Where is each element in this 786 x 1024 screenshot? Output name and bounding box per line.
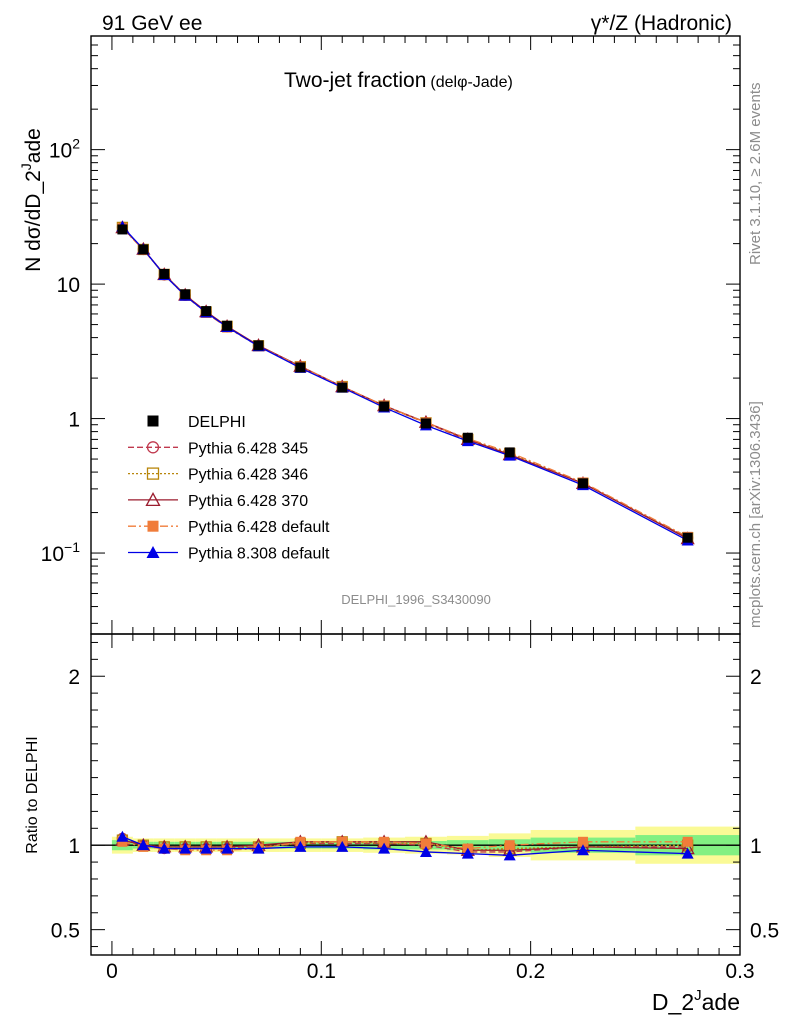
- mcplots-text: mcplots.cern.ch [arXiv:1306.3436]: [747, 401, 764, 628]
- main-ylabel-b: ade: [22, 128, 45, 163]
- xtick-label: 0.3: [725, 960, 754, 983]
- ratio-ytick-label-right: 1: [750, 835, 762, 858]
- ratio-data-point: [420, 838, 431, 849]
- main-ytick-label-exp: 2: [72, 136, 80, 152]
- ratio-ylabel: Ratio to DELPHI: [24, 736, 41, 853]
- main-data-point: [117, 224, 128, 235]
- legend-label: Pythia 6.428 345: [188, 440, 308, 457]
- main-ytick-label-base: 10: [49, 140, 72, 163]
- ratio-data-point: [577, 836, 588, 847]
- main-ytick-label: 102: [49, 136, 80, 163]
- ratio-frame: [90, 633, 741, 956]
- main-ylabel-a: N dσ/dD_2: [22, 170, 45, 272]
- ratio-data-point: [294, 840, 307, 852]
- main-title-sub: (delφ-Jade): [430, 74, 512, 91]
- main-data-point: [180, 289, 191, 300]
- main-title-text: Two-jet fraction: [284, 69, 426, 92]
- main-data-point: [337, 382, 348, 393]
- ratio-data-point: [336, 840, 349, 852]
- ratio-data-point: [221, 842, 234, 854]
- ratio-ytick-label-right: 2: [750, 666, 762, 689]
- ratio-data-point: [117, 836, 128, 847]
- main-title: Two-jet fraction (delφ-Jade): [284, 69, 513, 92]
- ratio-data-point: [200, 842, 213, 854]
- ratio-data-point: [379, 836, 390, 847]
- ratio-data-point: [503, 849, 516, 861]
- header-right-prefix: γ*/Z: [591, 12, 629, 35]
- ratio-data-point: [461, 847, 474, 859]
- ratio-data-point: [576, 844, 589, 856]
- rivet-text: Rivet 3.1.10, ≥ 2.6M events: [747, 83, 764, 266]
- main-series-line: [121, 226, 688, 539]
- main-data-point: [379, 401, 390, 412]
- ratio-data-point: [252, 842, 265, 854]
- ratio-data-point: [682, 836, 693, 847]
- xlabel-sup: J: [694, 987, 702, 1004]
- legend-marker: [147, 520, 159, 532]
- xlabel-b: ade: [702, 989, 740, 1015]
- main-data-point: [295, 362, 306, 373]
- main-ytick-label-base: 10: [41, 543, 64, 566]
- ratio-ytick-label: 2: [68, 666, 80, 689]
- ratio-data-point: [137, 839, 150, 851]
- main-ytick-label: 10: [57, 274, 80, 297]
- ratio-data-point: [179, 842, 192, 854]
- ratio-ytick-label-right: 0.5: [750, 920, 779, 943]
- main-data-point: [462, 432, 473, 443]
- legend-marker: [146, 467, 160, 480]
- main-data-point: [577, 478, 588, 489]
- main-data-point: [420, 418, 431, 429]
- header-right: γ*/Z (Hadronic): [591, 12, 732, 35]
- header-right-suffix: (Hadronic): [628, 12, 732, 35]
- ratio-data-point: [419, 845, 432, 857]
- main-data-point: [682, 532, 693, 543]
- xtick-label: 0: [106, 960, 118, 983]
- ratio-data-point: [116, 830, 129, 842]
- main-data-point: [222, 320, 233, 331]
- main-data-point: [138, 244, 149, 255]
- legend: DELPHI Pythia 6.428 345 Pythia 6.428 346 Py…: [128, 414, 330, 563]
- main-ylabel-sup: J: [18, 163, 34, 170]
- ratio-ytick-label: 0.5: [51, 920, 80, 943]
- ratio-data-point: [378, 842, 391, 854]
- legend-marker: [147, 415, 159, 427]
- main-ytick-label: 10−1: [41, 539, 81, 566]
- legend-label: Pythia 6.428 default: [188, 519, 330, 536]
- main-frame: [90, 35, 741, 635]
- analysis-id: DELPHI_1996_S3430090: [341, 592, 491, 607]
- main-data-point: [159, 268, 170, 279]
- main-data-point: [504, 447, 515, 458]
- main-ylabel: N dσ/dD_2Jade: [18, 128, 45, 272]
- main-data-point: [201, 306, 212, 317]
- main-ytick-label-exp: −1: [64, 539, 80, 555]
- legend-marker: [146, 441, 160, 454]
- header-left: 91 GeV ee: [102, 12, 202, 35]
- ratio-data-point: [504, 840, 515, 851]
- xlabel: D_2Jade: [652, 987, 740, 1015]
- xtick-label: 0.1: [307, 960, 336, 983]
- main-ytick-label-base: 10: [57, 274, 80, 297]
- ratio-data-point: [681, 847, 694, 859]
- main-data-point: [253, 340, 264, 351]
- legend-label: Pythia 6.428 346: [188, 467, 308, 484]
- ratio-data-point: [158, 842, 171, 854]
- legend-label: Pythia 8.308 default: [188, 546, 330, 563]
- ratio-ytick-label: 1: [68, 835, 80, 858]
- main-ytick-label-base: 1: [68, 409, 80, 432]
- xtick-label: 0.2: [516, 960, 545, 983]
- legend-label: Pythia 6.428 370: [188, 493, 308, 510]
- legend-marker: [145, 492, 161, 507]
- xlabel-a: D_2: [652, 989, 694, 1015]
- legend-label: DELPHI: [188, 414, 246, 431]
- main-series-line: [121, 226, 688, 539]
- main-ytick-label: 1: [68, 409, 80, 432]
- main-series-line: [121, 227, 688, 538]
- ratio-plot: 0.5 0.5 1 1 2 2 0 0.1 0.2 0.3: [51, 633, 779, 983]
- legend-marker: [146, 546, 160, 558]
